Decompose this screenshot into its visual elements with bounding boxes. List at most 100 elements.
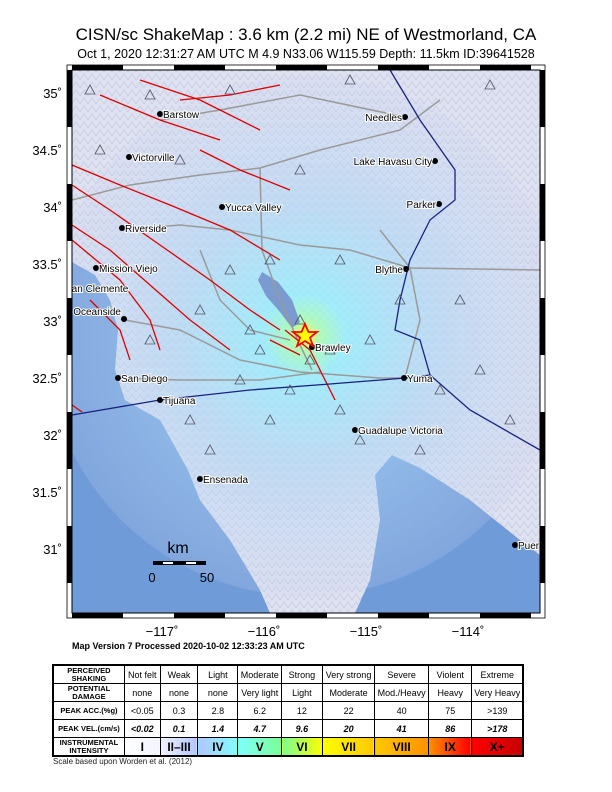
city-label: Puer — [518, 541, 540, 552]
road — [259, 167, 313, 371]
station-triangle-icon — [194, 304, 206, 315]
station-triangle-icon — [184, 414, 196, 425]
legend-cell-intensity: VIII — [374, 737, 429, 757]
lat-tick-label: 33.5˚ — [32, 257, 62, 272]
legend-cell-damage: Very light — [237, 683, 283, 702]
lat-tick-label: 32˚ — [43, 428, 62, 443]
city-marker: Puer — [512, 540, 540, 553]
scale-note: Scale based upon Worden et al. (2012) — [53, 757, 193, 766]
station-triangle-icon — [354, 434, 366, 445]
legend-cell-damage: none — [123, 683, 161, 702]
legend-cell-acc: 75 — [427, 701, 473, 720]
scale-min: 0 — [148, 570, 155, 585]
station-triangle-icon — [304, 354, 316, 365]
city-marker: Yucca Valley — [219, 202, 283, 215]
city-dot-icon — [403, 266, 409, 272]
row-header: INSTRUMENTAL INTENSITY — [52, 737, 125, 757]
station-triangle-icon — [244, 324, 256, 335]
legend-cell-vel: 9.6 — [281, 719, 323, 738]
legend-cell-damage: Moderate — [321, 683, 376, 702]
city-dot-icon — [402, 114, 408, 120]
legend-cell-shaking: Weak — [159, 664, 199, 684]
road — [199, 249, 291, 341]
city-dot-icon — [197, 476, 203, 482]
city-label: San Clemente — [65, 284, 129, 295]
row-header: PERCEIVED SHAKING — [52, 664, 125, 684]
legend-cell-vel: 86 — [427, 719, 473, 738]
row-header: PEAK VEL.(cm/s) — [52, 719, 125, 738]
fault-line — [72, 164, 281, 261]
city-dot-icon — [219, 204, 225, 210]
legend-row-damage: POTENTIAL DAMAGE none none none Very light Li… — [52, 683, 524, 702]
legend-cell-damage: none — [159, 683, 199, 702]
station-triangle-icon — [294, 314, 306, 325]
station-triangle-icon — [144, 89, 156, 100]
station-triangle-icon — [84, 84, 96, 95]
legend-row-shaking: PERCEIVED SHAKING Not felt Weak Light Modera… — [52, 664, 524, 684]
legend-row-vel: PEAK VEL.(cm/s) <0.02 0.1 1.4 4.7 9.6 20 41 86 >1… — [52, 719, 524, 738]
legend-cell-shaking: Very strong — [321, 664, 376, 684]
city-marker: San Clemente — [65, 283, 130, 296]
city-dot-icon — [119, 225, 125, 231]
legend-cell-damage: Light — [281, 683, 323, 702]
city-label: Tijuana — [163, 396, 196, 407]
legend-cell-acc: 40 — [374, 701, 429, 720]
fault-line — [269, 339, 301, 356]
city-marker: Mission Viejo — [93, 263, 159, 276]
station-triangle-icon — [264, 414, 276, 425]
legend-cell-intensity: II–III — [159, 737, 199, 757]
scale-max: 50 — [200, 570, 214, 585]
station-triangle-icon — [94, 144, 106, 155]
station-triangle-icon — [414, 444, 426, 455]
row-header: POTENTIAL DAMAGE — [52, 683, 125, 702]
legend-cell-shaking: Severe — [374, 664, 429, 684]
station-triangle-icon — [224, 84, 236, 95]
legend-cell-intensity: VI — [281, 737, 323, 757]
roads — [72, 94, 540, 381]
station-triangle-icon — [334, 254, 346, 265]
station-triangle-icon — [344, 74, 356, 85]
station-triangle-icon — [144, 334, 156, 345]
row-header: PEAK ACC.(%g) — [52, 701, 125, 720]
station-triangle-icon — [174, 154, 186, 165]
station-triangle-icon — [224, 264, 236, 275]
legend-cell-intensity: V — [237, 737, 283, 757]
scale-unit: km — [167, 540, 188, 557]
lat-tick-label: 32.5˚ — [32, 371, 62, 386]
city-label: Yucca Valley — [225, 203, 282, 214]
city-label: San Diego — [121, 374, 168, 385]
fault-line — [309, 349, 336, 401]
city-dot-icon — [115, 375, 121, 381]
fault-line — [72, 184, 281, 331]
state-border — [389, 70, 540, 451]
station-triangle-icon — [474, 364, 486, 375]
road — [117, 371, 321, 381]
legend-cell-damage: Very Heavy — [471, 683, 524, 702]
legend-cell-intensity: I — [123, 737, 161, 757]
seismic-stations — [84, 74, 516, 455]
city-marker: Ensenada — [197, 474, 249, 487]
road — [124, 319, 405, 379]
city-label: Ensenada — [203, 475, 248, 486]
legend-cell-acc: >139 — [471, 701, 524, 720]
city-marker: Victorville — [126, 152, 176, 165]
city-dot-icon — [126, 154, 132, 160]
legend-cell-acc: 6.2 — [237, 701, 283, 720]
city-marker: Tijuana — [157, 395, 197, 408]
city-dot-icon — [432, 158, 438, 164]
faults — [72, 79, 336, 413]
station-triangle-icon — [264, 254, 276, 265]
station-triangle-icon — [434, 384, 446, 395]
city-dot-icon — [121, 316, 127, 322]
city-label: Lake Havasu City — [354, 157, 432, 168]
station-triangle-icon — [364, 334, 376, 345]
legend-cell-acc: 22 — [321, 701, 376, 720]
station-triangle-icon — [454, 294, 466, 305]
lon-tick-label: −117˚ — [146, 624, 179, 639]
city-label: Blythe — [375, 265, 403, 276]
city-marker: Parker — [406, 199, 442, 212]
fault-line — [179, 84, 281, 101]
city-dot-icon — [401, 375, 407, 381]
fault-line — [284, 329, 311, 351]
